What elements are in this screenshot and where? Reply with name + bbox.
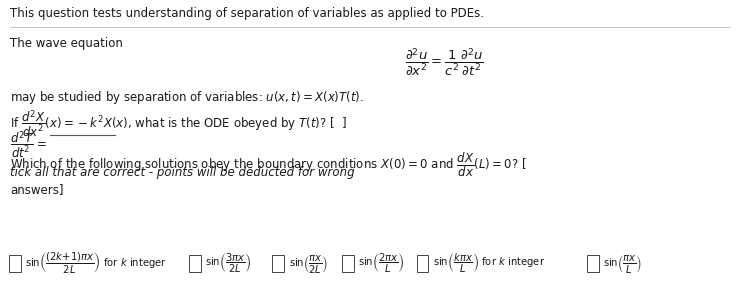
Text: tick all that are correct - points will be deducted for wrong: tick all that are correct - points will … [10, 166, 355, 179]
Text: $\sin\!\left(\dfrac{\pi x}{2L}\right)$: $\sin\!\left(\dfrac{\pi x}{2L}\right)$ [289, 252, 328, 275]
Bar [272, 255, 284, 272]
Text: may be studied by separation of variables: $u(x, t) = X(x)T(t)$.: may be studied by separation of variable… [10, 89, 364, 106]
Text: $\dfrac{d^2 T}{dt^2}$ =: $\dfrac{d^2 T}{dt^2}$ = [10, 129, 47, 161]
Text: Which of the following solutions obey the boundary conditions $X(0) = 0$ and $\d: Which of the following solutions obey th… [10, 151, 527, 179]
Text: $\sin\!\left(\dfrac{(2k{+}1)\pi x}{2L}\right)$ for $k$ integer: $\sin\!\left(\dfrac{(2k{+}1)\pi x}{2L}\r… [25, 251, 167, 276]
Text: $\sin\!\left(\dfrac{3\pi x}{2L}\right)$: $\sin\!\left(\dfrac{3\pi x}{2L}\right)$ [205, 252, 252, 275]
Text: This question tests understanding of separation of variables as applied to PDEs.: This question tests understanding of sep… [10, 7, 485, 20]
Bar [417, 255, 428, 272]
Bar [189, 255, 201, 272]
Bar [587, 255, 599, 272]
Text: The wave equation: The wave equation [10, 37, 124, 50]
Text: $\sin\!\left(\dfrac{k\pi x}{L}\right)$ for $k$ integer: $\sin\!\left(\dfrac{k\pi x}{L}\right)$ f… [433, 252, 545, 275]
Text: If $\dfrac{d^2 X}{dx^2}(x) = -k^2 X(x)$, what is the ODE obeyed by $T(t)$? [  ]: If $\dfrac{d^2 X}{dx^2}(x) = -k^2 X(x)$,… [10, 108, 347, 140]
Bar [342, 255, 354, 272]
Text: $\dfrac{\partial^2 u}{\partial x^2} = \dfrac{1}{c^2}\dfrac{\partial^2 u}{\partia: $\dfrac{\partial^2 u}{\partial x^2} = \d… [405, 46, 483, 78]
Bar [9, 255, 21, 272]
Text: answers]: answers] [10, 183, 64, 196]
Text: $\sin\!\left(\dfrac{2\pi x}{L}\right)$: $\sin\!\left(\dfrac{2\pi x}{L}\right)$ [358, 252, 405, 275]
Text: $\sin\!\left(\dfrac{\pi x}{L}\right)$: $\sin\!\left(\dfrac{\pi x}{L}\right)$ [603, 252, 642, 275]
